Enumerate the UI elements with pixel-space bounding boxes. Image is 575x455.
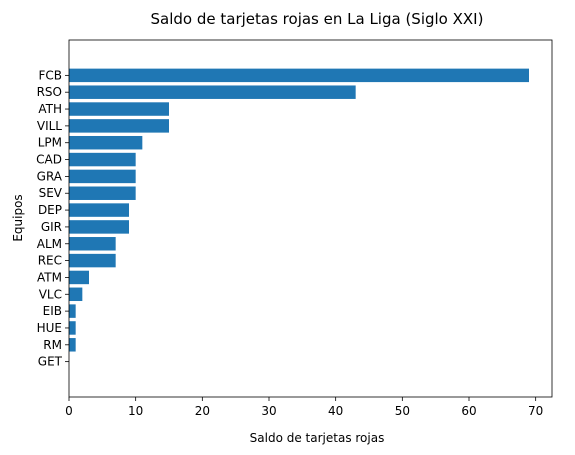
y-tick-label: EIB	[43, 304, 62, 318]
bars-group	[69, 68, 529, 352]
plot-frame	[68, 39, 553, 398]
bar-rm	[69, 338, 76, 352]
bar-sev	[69, 186, 136, 200]
bar-gra	[69, 169, 136, 184]
bar-hue	[69, 321, 76, 335]
y-tick-label: ALM	[37, 237, 62, 251]
y-tick-label: DEP	[38, 203, 62, 217]
x-tick-label: 20	[195, 404, 210, 418]
bar-cad	[69, 152, 136, 167]
x-tick-label: 50	[395, 404, 410, 418]
y-tick-label: RM	[43, 338, 62, 352]
x-axis-label: Saldo de tarjetas rojas	[250, 431, 385, 445]
x-tick-label: 70	[528, 404, 543, 418]
y-ticks-group: FCB RSO ATH VILL LPM CAD GRA SEV DEP GIR ALM REC ATM…	[36, 68, 69, 369]
bar-rec	[69, 253, 116, 268]
y-tick-label: GRA	[37, 169, 63, 183]
x-tick-label: 60	[461, 404, 476, 418]
y-tick-label: GIR	[41, 220, 62, 234]
x-tick-label: 10	[128, 404, 143, 418]
x-tick-label: 0	[65, 404, 73, 418]
y-tick-label: ATM	[37, 270, 62, 284]
chart-title: Saldo de tarjetas rojas en La Liga (Sigl…	[151, 10, 484, 28]
y-tick-label: ATH	[38, 102, 62, 116]
bar-rso	[69, 85, 356, 99]
y-axis-label: Equipos	[11, 194, 25, 241]
bar-atm	[69, 270, 89, 285]
bar-dep	[69, 203, 129, 217]
x-tick-label: 30	[261, 404, 276, 418]
x-ticks-group: 0 10 20 30 40 50 60 70	[65, 397, 543, 418]
y-tick-label: SEV	[39, 186, 63, 200]
bar-vill	[69, 119, 169, 133]
bar-vlc	[69, 287, 83, 302]
bar-eib	[69, 304, 76, 318]
y-tick-label: VILL	[37, 119, 62, 133]
bar-lpm	[69, 135, 143, 150]
y-tick-label: VLC	[39, 287, 62, 301]
y-tick-label: LPM	[38, 136, 62, 150]
y-tick-label: HUE	[37, 321, 62, 335]
bar-ath	[69, 102, 169, 116]
y-tick-label: CAD	[36, 153, 62, 167]
x-tick-label: 40	[328, 404, 343, 418]
bar-fcb	[69, 68, 529, 83]
bar-gir	[69, 220, 129, 234]
y-tick-label: FCB	[38, 68, 62, 82]
y-tick-label: GET	[38, 355, 63, 369]
y-tick-label: REC	[38, 254, 62, 268]
y-tick-label: RSO	[37, 85, 62, 99]
bar-alm	[69, 237, 116, 251]
